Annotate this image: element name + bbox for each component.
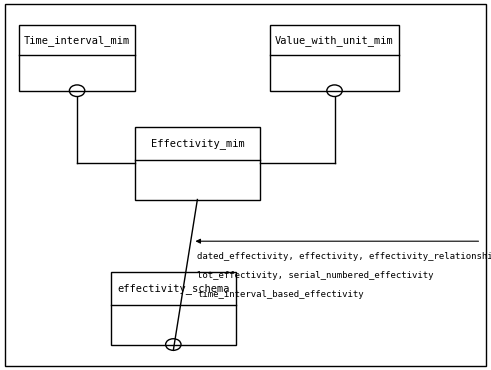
Bar — [111, 272, 236, 344]
Text: Time_interval_mim: Time_interval_mim — [24, 35, 130, 46]
Text: Value_with_unit_mim: Value_with_unit_mim — [275, 35, 394, 46]
Text: effectivity_schema: effectivity_schema — [117, 283, 230, 294]
Bar — [19, 26, 135, 91]
Bar — [135, 127, 260, 199]
Text: lot_effectivity, serial_numbered_effectivity: lot_effectivity, serial_numbered_effecti… — [197, 271, 434, 280]
Bar — [270, 26, 400, 91]
Text: dated_effectivity, effectivity, effectivity_relationship: dated_effectivity, effectivity, effectiv… — [197, 252, 491, 261]
Text: time_interval_based_effectivity: time_interval_based_effectivity — [197, 290, 364, 299]
Text: Effectivity_mim: Effectivity_mim — [151, 138, 244, 149]
